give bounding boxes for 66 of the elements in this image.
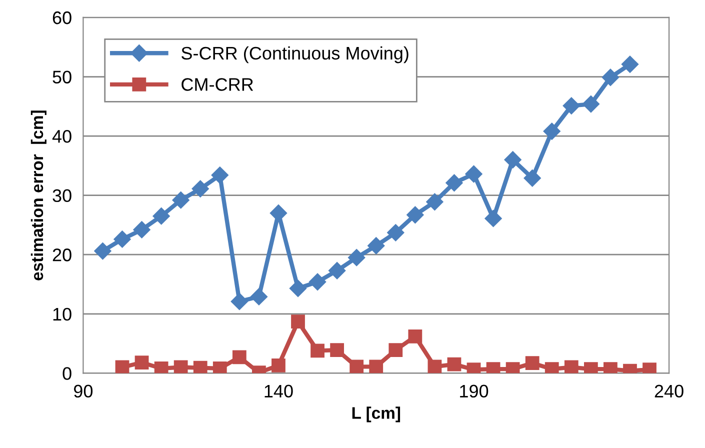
y-tick-label: 40 [52, 130, 72, 143]
point [524, 170, 541, 187]
x-tick-label: 240 [654, 384, 684, 398]
point [525, 356, 540, 370]
point [212, 361, 227, 374]
y-axis-title: estimation error [cm] [30, 110, 46, 280]
y-tick-label: 0 [62, 367, 72, 380]
point [192, 180, 209, 198]
x-tick-label: 190 [460, 384, 488, 398]
point [133, 221, 150, 238]
point [369, 360, 384, 374]
y-tick-label: 60 [52, 11, 72, 24]
x-axis-title: L [cm] [352, 406, 400, 422]
point [174, 360, 188, 374]
x-tick-label: 140 [264, 384, 293, 398]
y-tick-label: 20 [52, 248, 72, 262]
point [328, 262, 346, 280]
point [582, 95, 600, 113]
point [368, 237, 385, 254]
point [291, 314, 305, 329]
point [330, 343, 344, 358]
point [426, 193, 444, 210]
point [604, 362, 618, 374]
point [310, 344, 324, 358]
point [544, 362, 559, 374]
point [348, 249, 366, 266]
point [193, 360, 208, 374]
point [211, 166, 228, 184]
legend-label: CM-CRR [182, 78, 254, 91]
point [134, 356, 149, 370]
point [114, 230, 131, 248]
point [154, 361, 168, 374]
point [602, 68, 620, 86]
point [388, 343, 403, 358]
point [289, 280, 307, 297]
point [406, 206, 424, 224]
y-tick-label: 10 [53, 308, 72, 321]
point [428, 360, 442, 374]
point [484, 210, 502, 227]
point [621, 56, 639, 73]
point [230, 292, 248, 310]
point [447, 357, 462, 372]
point [308, 273, 326, 290]
point [115, 360, 130, 374]
point [543, 122, 560, 140]
point [465, 165, 482, 183]
point [564, 360, 578, 374]
point [232, 350, 246, 364]
point [94, 242, 112, 260]
point [562, 97, 580, 114]
y-tick-label: 30 [52, 189, 72, 202]
legend-label: S-CRR (Continuous Moving) [182, 46, 408, 64]
point [272, 358, 286, 372]
x-tick-label: 90 [74, 384, 93, 398]
point [387, 224, 404, 242]
y-tick-label: 50 [52, 70, 72, 84]
point [504, 151, 522, 168]
point [172, 192, 190, 209]
point [408, 329, 422, 344]
point [486, 362, 500, 374]
point [446, 174, 463, 192]
point [506, 362, 520, 374]
point [584, 362, 598, 374]
point [152, 208, 170, 225]
point [250, 288, 268, 306]
point [350, 360, 364, 374]
